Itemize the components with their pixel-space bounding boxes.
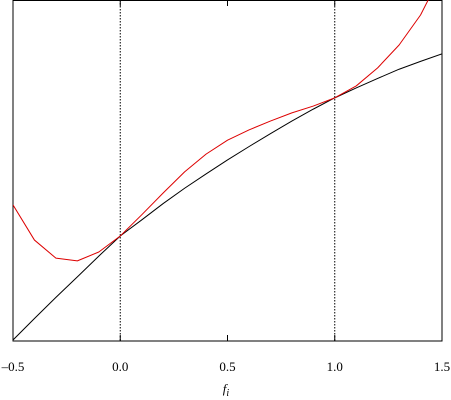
x-label-main: f — [223, 381, 229, 396]
x-label-sub: i — [226, 388, 229, 399]
x-tick-label: 1.5 — [434, 359, 450, 374]
series-line — [13, 53, 442, 341]
x-tick-label: 1.0 — [327, 359, 343, 374]
x-axis-label: fi — [223, 381, 230, 399]
x-tick-label: 0.5 — [219, 359, 235, 374]
plot-frame — [12, 0, 443, 342]
x-tick-label: 0.0 — [112, 359, 128, 374]
x-tick-label: –0.5 — [1, 359, 25, 374]
series-line — [13, 0, 429, 262]
plot-area — [13, 0, 442, 341]
